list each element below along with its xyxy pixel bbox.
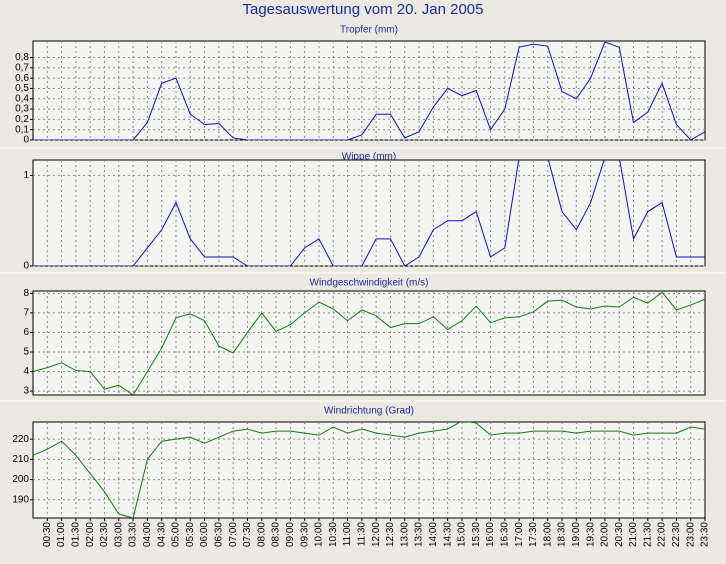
x-tick-label: 10:00 (314, 522, 325, 547)
data-line (33, 41, 705, 140)
x-tick-label: 18:30 (557, 522, 568, 547)
data-line (33, 160, 705, 266)
data-line (33, 422, 705, 518)
x-tick-label: 07:30 (242, 522, 253, 547)
data-line (33, 291, 705, 395)
y-tick-label: 0,3 (15, 104, 29, 115)
y-tick-label: 1 (23, 170, 29, 181)
x-tick-label: 11:30 (356, 522, 367, 547)
x-tick-label: 20:00 (600, 522, 611, 547)
x-tick-label: 23:00 (685, 522, 696, 547)
x-tick-label: 01:30 (71, 522, 82, 547)
y-tick-label: 0 (23, 135, 29, 146)
y-tick-label: 190 (12, 494, 29, 505)
y-tick-label: 0,4 (15, 93, 29, 104)
x-tick-label: 16:30 (499, 522, 510, 547)
panel-title: Wippe (mm) (342, 152, 396, 163)
x-tick-label: 12:00 (371, 522, 382, 547)
x-tick-label: 18:00 (542, 522, 553, 547)
x-tick-label: 10:30 (328, 522, 339, 547)
y-tick-label: 220 (12, 434, 29, 445)
y-tick-label: 5 (23, 347, 29, 358)
plot-area (32, 159, 706, 267)
x-tick-label: 02:00 (85, 522, 96, 547)
x-tick-label: 03:30 (128, 522, 139, 547)
x-tick-label: 01:00 (56, 522, 67, 547)
x-tick-label: 09:30 (299, 522, 310, 547)
panel-title: Windrichtung (Grad) (324, 406, 414, 417)
x-tick-label: 11:00 (342, 522, 353, 547)
x-tick-label: 17:30 (528, 522, 539, 547)
x-tick-label: 23:30 (700, 522, 711, 547)
x-tick-label: 06:00 (199, 522, 210, 547)
x-tick-label: 21:00 (628, 522, 639, 547)
y-tick-label: 200 (12, 474, 29, 485)
x-tick-label: 14:00 (428, 522, 439, 547)
y-tick-label: 6 (23, 327, 29, 338)
x-tick-label: 08:30 (271, 522, 282, 547)
x-tick-label: 15:30 (471, 522, 482, 547)
x-tick-label: 06:30 (214, 522, 225, 547)
x-tick-label: 13:30 (414, 522, 425, 547)
x-tick-label: 05:00 (171, 522, 182, 547)
x-tick-label: 13:00 (399, 522, 410, 547)
y-tick-label: 0,1 (15, 124, 29, 135)
x-tick-label: 19:30 (585, 522, 596, 547)
plot-area (32, 421, 706, 519)
x-tick-label: 17:00 (514, 522, 525, 547)
y-tick-label: 0,8 (15, 52, 29, 63)
panel-title: Windgeschwindigkeit (m/s) (310, 278, 429, 289)
x-tick-label: 14:30 (442, 522, 453, 547)
x-tick-label: 04:30 (156, 522, 167, 547)
y-tick-label: 4 (23, 366, 29, 377)
page-title: Tagesauswertung vom 20. Jan 2005 (243, 1, 484, 18)
x-tick-label: 02:30 (99, 522, 110, 547)
x-tick-label: 03:00 (113, 522, 124, 547)
y-tick-label: 0,6 (15, 73, 29, 84)
x-tick-label: 21:30 (642, 522, 653, 547)
x-tick-label: 08:00 (256, 522, 267, 547)
x-tick-label: 12:30 (385, 522, 396, 547)
y-tick-label: 3 (23, 386, 29, 397)
x-tick-label: 00:30 (42, 522, 53, 547)
x-tick-label: 04:00 (142, 522, 153, 547)
x-tick-label: 07:00 (228, 522, 239, 547)
x-tick-label: 05:30 (185, 522, 196, 547)
y-tick-label: 0,2 (15, 114, 29, 125)
x-tick-label: 19:00 (571, 522, 582, 547)
x-tick-label: 15:00 (457, 522, 468, 547)
y-tick-label: 8 (23, 288, 29, 299)
panel-title: Tropfer (mm) (340, 25, 398, 36)
x-tick-label: 20:30 (614, 522, 625, 547)
y-tick-label: 7 (23, 308, 29, 319)
x-tick-label: 22:00 (657, 522, 668, 547)
y-tick-label: 210 (12, 454, 29, 465)
x-tick-label: 22:30 (671, 522, 682, 547)
y-tick-label: 0 (23, 261, 29, 272)
x-tick-label: 16:00 (485, 522, 496, 547)
y-tick-label: 0,7 (15, 62, 29, 73)
x-tick-label: 09:00 (285, 522, 296, 547)
y-tick-label: 0,5 (15, 83, 29, 94)
